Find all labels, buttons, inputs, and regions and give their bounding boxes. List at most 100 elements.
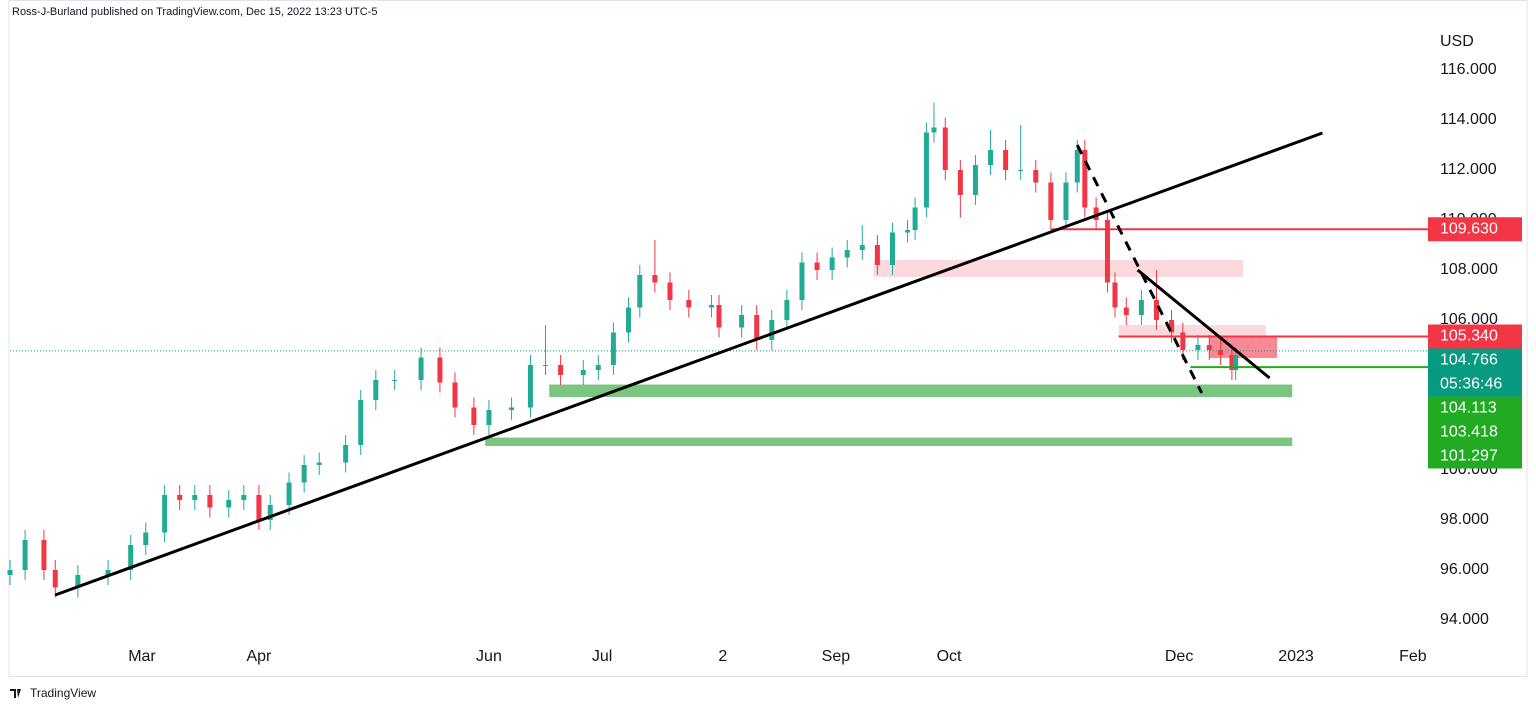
candle-body [1048, 182, 1054, 220]
y-tick-label: 112.000 [1440, 161, 1497, 178]
candle-body [799, 262, 805, 300]
candle-body [192, 495, 198, 500]
candle-body [957, 170, 963, 195]
candle-body [769, 320, 775, 340]
candle-body [207, 495, 213, 508]
candle-body [527, 365, 533, 408]
x-tick-label: Sep [822, 648, 851, 665]
axis-unit: USD [1440, 33, 1474, 50]
price-tag-label: 104.113 [1440, 400, 1497, 417]
trendline [54, 131, 1323, 597]
candle-body [52, 570, 58, 588]
candle-body [226, 500, 232, 508]
candle-body [784, 300, 790, 320]
candle-body [1033, 170, 1039, 183]
candle-body [1206, 345, 1212, 350]
candle-body [558, 365, 564, 375]
price-tag [1428, 396, 1522, 421]
candle-body [75, 575, 81, 588]
price-tag [1428, 420, 1522, 445]
candle-body [1093, 207, 1099, 220]
candle-body [637, 275, 643, 308]
zone [1118, 325, 1266, 337]
candle-body [509, 407, 515, 410]
price-tag [1428, 444, 1522, 469]
candle-body [814, 262, 820, 270]
candle-body [128, 545, 134, 570]
candle-body [972, 165, 978, 195]
candle-body [580, 370, 586, 375]
candle-body [912, 207, 918, 230]
candle-body [1218, 350, 1224, 355]
price-tag-label: 109.630 [1440, 220, 1498, 237]
y-tick-label: 94.000 [1440, 611, 1489, 628]
zone [485, 437, 1293, 446]
price-tag-label: 101.297 [1440, 448, 1498, 465]
candle-body [286, 482, 292, 505]
countdown: 05:36:46 [1440, 376, 1502, 393]
candle-body [241, 495, 247, 500]
x-tick-label: Feb [1399, 648, 1427, 665]
candle-body [739, 315, 745, 328]
candle-body [931, 127, 937, 133]
candle-body [667, 282, 673, 300]
candle-body [859, 245, 865, 250]
candle-body [143, 532, 149, 545]
x-tick-label: Dec [1165, 648, 1193, 665]
candle-body [358, 400, 364, 445]
price-tag [1428, 348, 1522, 397]
y-tick-label: 116.000 [1440, 61, 1497, 78]
price-tag-label: 104.766 [1440, 352, 1498, 369]
candle-body [316, 462, 322, 465]
candle-body [1180, 332, 1186, 350]
x-tick-label: 2 [718, 648, 727, 665]
publisher-line: Ross-J-Burland published on TradingView.… [12, 6, 377, 18]
logo [10, 689, 21, 698]
candle-body [923, 132, 929, 208]
candle-body [1153, 300, 1159, 320]
trendline [1136, 268, 1271, 380]
price-tag [1428, 217, 1522, 242]
candle-body [105, 570, 111, 575]
candle-body [452, 382, 458, 408]
candle-body [418, 357, 424, 380]
candle-body [942, 127, 948, 170]
y-tick-label: 106.000 [1440, 311, 1498, 328]
candle-body [1082, 150, 1088, 208]
candle-body [1138, 300, 1144, 315]
price-tag [1428, 324, 1522, 349]
candle-body [1112, 282, 1118, 308]
candle-body [22, 540, 28, 570]
candle-body [652, 275, 658, 283]
candle-body [392, 380, 398, 381]
candle-body [889, 232, 895, 265]
frame [8, 0, 1528, 677]
candle-body [162, 495, 168, 533]
candle-body [1123, 307, 1129, 315]
x-tick-label: Jul [592, 648, 612, 665]
candle-body [625, 307, 631, 333]
candle-body [1003, 150, 1009, 170]
candle-body [7, 570, 13, 575]
y-tick-label: 98.000 [1440, 511, 1489, 528]
footer-brand: TradingView [30, 686, 96, 700]
candle-body [905, 230, 911, 233]
x-tick-label: 2023 [1278, 648, 1314, 665]
candle-body [41, 540, 47, 570]
candle-body [874, 245, 880, 265]
candle-body [486, 410, 492, 425]
x-tick-label: Apr [246, 648, 272, 665]
candle-body [343, 445, 349, 463]
y-tick-label: 114.000 [1440, 111, 1497, 128]
price-tag-label: 105.340 [1440, 328, 1498, 345]
x-tick-label: Mar [128, 648, 156, 665]
candle-body [543, 365, 549, 366]
candle-body [471, 407, 477, 425]
candle-body [437, 357, 443, 383]
candle-body [1104, 220, 1110, 283]
candle-body [686, 300, 692, 308]
candle-body [595, 365, 601, 370]
candle-body [301, 465, 307, 483]
candle-body [610, 332, 616, 365]
